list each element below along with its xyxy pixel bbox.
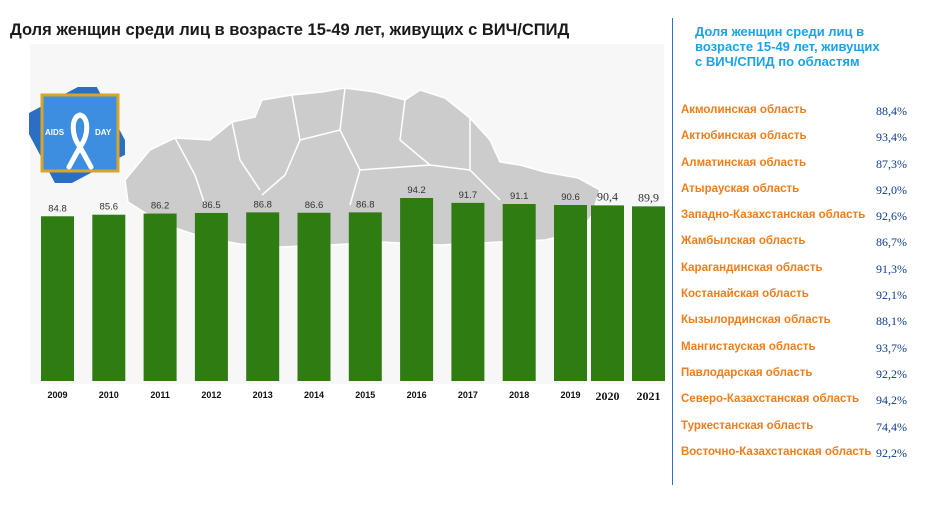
ribbon-icon: [66, 112, 94, 170]
list-item: Атырауская область 92,0%: [681, 183, 921, 209]
x-tick-label: 2019: [560, 390, 580, 400]
value-label: 91.1: [510, 191, 529, 202]
region-value: 92,2%: [876, 366, 907, 381]
bar-2011: [143, 213, 177, 381]
list-item: Восточно-Казахстанская область 92,2%: [681, 446, 921, 472]
region-name: Северо-Казахстанская область: [681, 393, 860, 406]
list-item: Кызылординская область 88,1%: [681, 314, 921, 340]
region-name: Восточно-Казахстанская область: [681, 445, 872, 458]
logo-right-text: DAY: [95, 128, 112, 137]
value-label: 86.8: [253, 199, 272, 210]
region-name: Туркестанская область: [681, 419, 814, 432]
region-value: 92,6%: [876, 209, 907, 224]
list-item: Жамбылская область 86,7%: [681, 235, 921, 261]
value-label: 86.8: [356, 199, 375, 210]
bar-2019: [554, 204, 587, 381]
x-tick-label: 2012: [201, 390, 221, 400]
list-item: Алматинская область 87,3%: [681, 157, 921, 183]
value-label: 94.2: [407, 185, 426, 196]
list-item: Актюбинская область 93,4%: [681, 130, 921, 156]
x-tick-label: 2013: [253, 390, 273, 400]
x-tick-label: 2014: [304, 390, 324, 400]
x-tick-label: 2021: [637, 389, 661, 403]
x-tick-label: 2017: [458, 390, 478, 400]
x-tick-label: 2011: [150, 390, 170, 400]
region-value: 92,1%: [876, 288, 907, 303]
value-label: 89,9: [638, 190, 659, 204]
list-item: Костанайская область 92,1%: [681, 288, 921, 314]
list-item: Павлодарская область 92,2%: [681, 367, 921, 393]
region-value: 93,4%: [876, 130, 907, 145]
x-tick-label: 2010: [99, 390, 119, 400]
bar-2021: [632, 206, 665, 381]
value-label: 91.7: [459, 190, 478, 201]
region-value: 88,1%: [876, 314, 907, 329]
logo-left-text: AIDS: [45, 128, 65, 137]
region-value: 74,4%: [876, 419, 907, 434]
region-name: Атырауская область: [681, 182, 800, 195]
region-name: Жамбылская область: [681, 235, 806, 248]
list-item: Северо-Казахстанская область 94,2%: [681, 393, 921, 419]
value-label: 86.6: [305, 200, 324, 211]
region-name: Кызылординская область: [681, 314, 831, 327]
bar-2018: [502, 204, 536, 381]
bar-2014: [297, 212, 331, 381]
value-label: 84.8: [48, 203, 67, 214]
x-tick-label: 2015: [355, 390, 375, 400]
region-value: 94,2%: [876, 393, 907, 408]
region-value: 86,7%: [876, 235, 907, 250]
regions-title: Доля женщин среди лиц в возрасте 15-49 л…: [695, 24, 880, 69]
value-label: 90.6: [561, 192, 580, 203]
chart-title: Доля женщин среди лиц в возрасте 15-49 л…: [10, 21, 570, 39]
region-name: Западно-Казахстанская область: [681, 209, 866, 222]
value-label: 86.5: [202, 200, 221, 211]
bar-2009: [41, 216, 74, 381]
bar-2016: [400, 198, 434, 381]
region-value: 92,0%: [876, 182, 907, 197]
list-item: Западно-Казахстанская область 92,6%: [681, 209, 921, 235]
region-name: Карагандинская область: [681, 261, 823, 274]
panel-divider: [672, 18, 673, 485]
regions-list: Акмолинская область 88,4% Актюбинская обл…: [681, 104, 921, 472]
x-tick-label: 2009: [47, 390, 67, 400]
value-label: 90,4: [597, 189, 618, 203]
region-name: Актюбинская область: [681, 130, 807, 143]
x-tick-label: 2018: [509, 390, 529, 400]
list-item: Карагандинская область 91,3%: [681, 262, 921, 288]
x-tick-label: 2016: [407, 390, 427, 400]
value-label: 85.6: [100, 202, 119, 213]
list-item: Акмолинская область 88,4%: [681, 104, 921, 130]
bar-2012: [194, 212, 228, 381]
x-tick-label: 2020: [596, 389, 620, 403]
region-value: 93,7%: [876, 340, 907, 355]
list-item: Туркестанская область 74,4%: [681, 420, 921, 446]
bar-2013: [246, 212, 280, 381]
region-value: 91,3%: [876, 261, 907, 276]
region-name: Акмолинская область: [681, 104, 807, 116]
region-value: 88,4%: [876, 104, 907, 118]
region-value: 92,2%: [876, 445, 907, 460]
list-item: Мангистауская область 93,7%: [681, 341, 921, 367]
region-name: Костанайская область: [681, 288, 809, 301]
bar-chart: 84.8 2009 85.6 2010 86.2 2011 86.5 2012 86.8 2013…: [41, 87, 665, 403]
bar-2017: [451, 202, 485, 381]
bar-2020: [591, 205, 624, 381]
aids-day-logo: AIDS DAY: [20, 79, 132, 191]
bar-2015: [348, 212, 382, 381]
region-name: Алматинская область: [681, 156, 807, 169]
region-name: Мангистауская область: [681, 340, 816, 353]
bar-2010: [92, 214, 126, 381]
value-label: 86.2: [151, 201, 170, 212]
region-value: 87,3%: [876, 156, 907, 171]
region-name: Павлодарская область: [681, 366, 813, 379]
